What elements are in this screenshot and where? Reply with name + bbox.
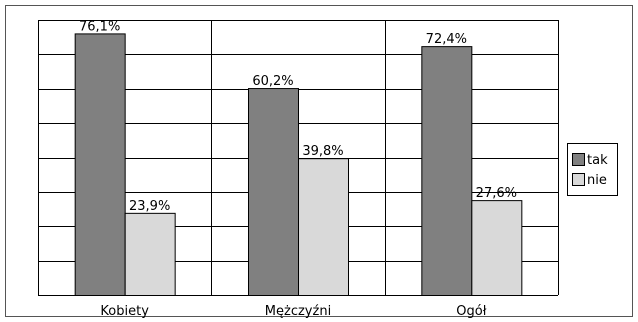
legend-swatch-nie bbox=[572, 173, 585, 186]
legend-swatch-tak bbox=[572, 153, 585, 166]
bar-nie-0 bbox=[124, 212, 176, 296]
bar-nie-2 bbox=[471, 200, 523, 296]
bars bbox=[74, 33, 523, 296]
bar-tak-2 bbox=[421, 46, 473, 296]
data-label-nie-0: 23,9% bbox=[129, 199, 170, 214]
x-axis: Kobiety Mężczyźni Ogół bbox=[100, 304, 486, 319]
x-tick-label: Mężczyźni bbox=[265, 304, 331, 319]
bar-tak-1 bbox=[248, 88, 299, 296]
data-label-tak-2: 72,4% bbox=[426, 32, 467, 47]
legend-box bbox=[567, 143, 618, 196]
legend: tak nie bbox=[567, 143, 618, 196]
legend-label-nie: nie bbox=[587, 173, 607, 188]
bar-tak-0 bbox=[74, 33, 126, 296]
data-label-nie-2: 27,6% bbox=[476, 186, 517, 201]
x-tick-label: Ogół bbox=[456, 304, 486, 319]
data-labels: 76,1% 23,9% 60,2% 39,8% 72,4% 27,6% bbox=[79, 19, 517, 213]
data-label-tak-1: 60,2% bbox=[252, 74, 293, 89]
data-label-nie-1: 39,8% bbox=[302, 144, 343, 159]
bar-nie-1 bbox=[298, 158, 349, 296]
chart-frame bbox=[5, 5, 633, 317]
data-label-tak-0: 76,1% bbox=[79, 19, 120, 34]
legend-label-tak: tak bbox=[587, 153, 608, 168]
x-tick-label: Kobiety bbox=[100, 304, 149, 319]
